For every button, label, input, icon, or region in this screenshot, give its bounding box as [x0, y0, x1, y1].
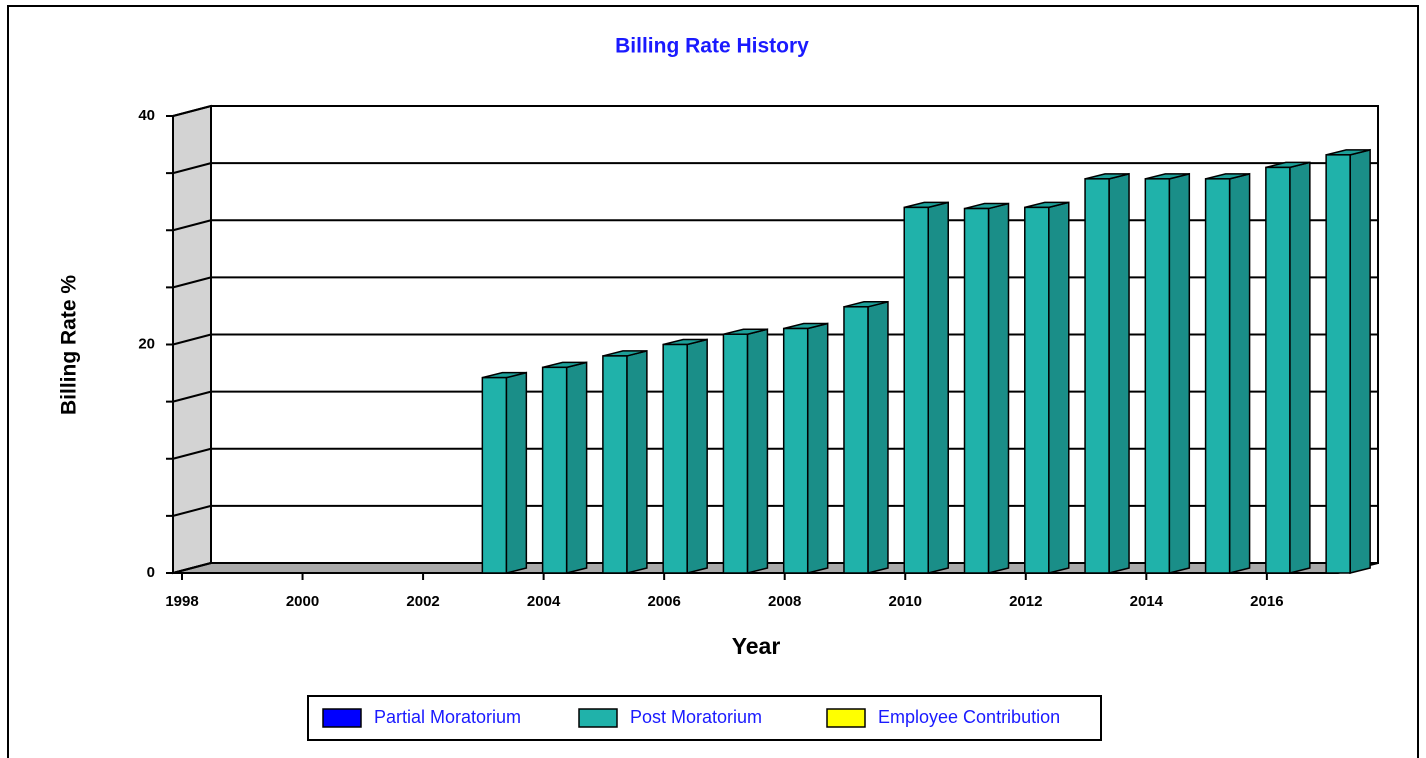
- x-tick-label: 2016: [1250, 593, 1283, 610]
- x-tick-label: 2010: [889, 593, 922, 610]
- bar-side: [927, 201, 949, 574]
- bar: [903, 206, 929, 574]
- side-grid-line: [172, 219, 212, 232]
- bar-side: [1228, 172, 1251, 574]
- legend: [307, 695, 1102, 741]
- bar-side: [1289, 161, 1311, 574]
- side-grid-line: [172, 447, 212, 460]
- bar: [1265, 166, 1291, 574]
- legend-swatch: [322, 708, 362, 728]
- side-grid-line: [172, 276, 212, 289]
- bar: [541, 366, 568, 574]
- x-tick-label: 2006: [647, 593, 680, 610]
- chart-title: Billing Rate History: [615, 35, 809, 58]
- bar: [843, 306, 869, 574]
- bar: [1024, 206, 1050, 574]
- x-tick-label: 2004: [527, 593, 561, 610]
- legend-label: Partial Moratorium: [374, 707, 521, 727]
- x-tick-label: 2012: [1009, 593, 1042, 610]
- bar: [602, 355, 628, 574]
- bar-side: [505, 371, 528, 574]
- side-grid-line: [172, 105, 212, 117]
- bar-side: [1108, 172, 1130, 574]
- x-tick-label: 1998: [165, 593, 198, 610]
- y-tick-label: 20: [138, 335, 155, 352]
- x-tick-label: 2014: [1130, 593, 1164, 610]
- bar: [782, 327, 809, 574]
- bar: [481, 376, 508, 574]
- side-grid-line: [172, 162, 212, 175]
- bar-side: [1168, 172, 1191, 574]
- y-tick-label: 0: [147, 564, 155, 581]
- legend-label: Employee Contribution: [878, 707, 1060, 727]
- bar-side: [746, 328, 769, 574]
- bar: [1325, 154, 1351, 574]
- floor: [172, 562, 1379, 574]
- bar: [1204, 178, 1231, 574]
- y-axis-label: Billing Rate %: [58, 275, 81, 415]
- x-tick-label: 2002: [406, 593, 439, 610]
- legend-swatch: [826, 708, 866, 728]
- side-grid-line: [172, 562, 212, 574]
- bar: [1144, 178, 1171, 574]
- side-grid-line: [172, 333, 212, 346]
- bar-side: [565, 361, 588, 574]
- bar: [662, 343, 688, 574]
- bar-side: [1349, 148, 1371, 574]
- bar-side: [1048, 201, 1070, 574]
- bar: [722, 333, 749, 574]
- x-tick-label: 2000: [286, 593, 319, 610]
- legend-label: Post Moratorium: [630, 707, 762, 727]
- bar-side: [806, 322, 829, 574]
- side-grid-line: [172, 504, 212, 517]
- legend-swatch: [578, 708, 618, 728]
- bar-side: [867, 300, 889, 574]
- x-tick-label: 2008: [768, 593, 801, 610]
- bar-side: [686, 338, 708, 574]
- y-tick-label: 40: [138, 107, 155, 124]
- bar-side: [987, 202, 1010, 574]
- side-grid-line: [172, 390, 212, 403]
- x-axis-label: Year: [732, 633, 781, 659]
- bar: [1084, 178, 1110, 574]
- bar-side: [626, 349, 648, 574]
- bar: [963, 207, 990, 574]
